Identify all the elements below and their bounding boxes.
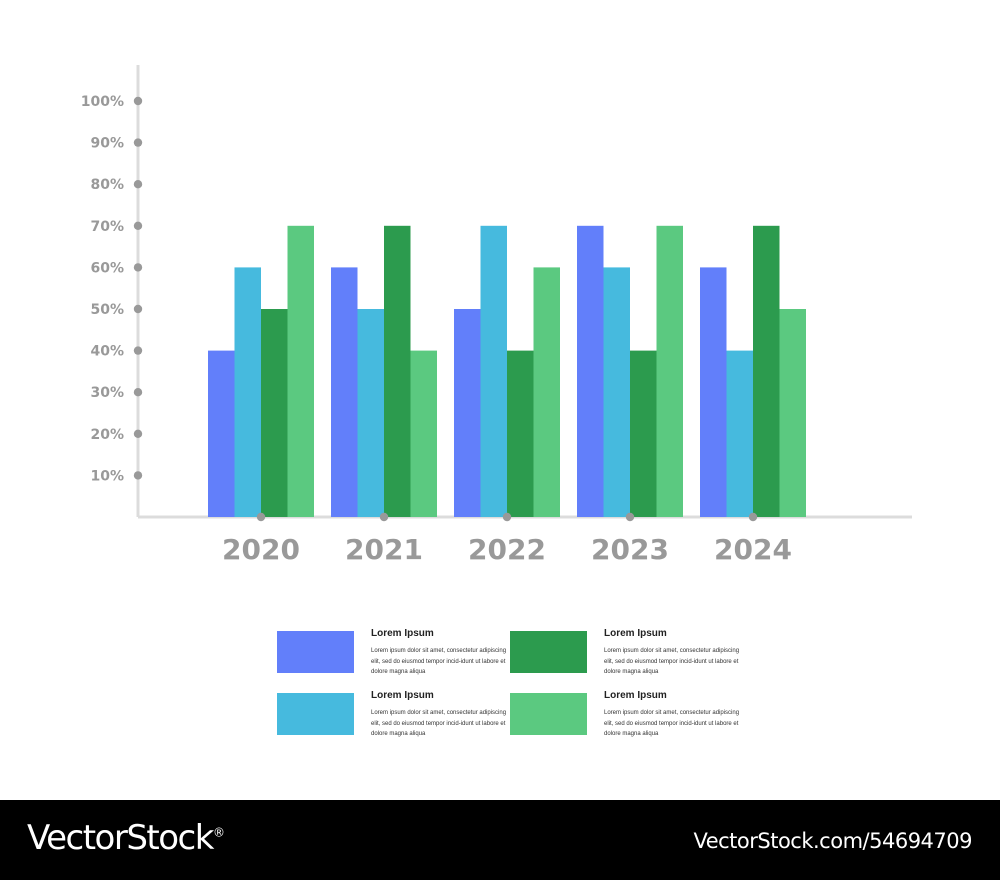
y-tick-label: 10% xyxy=(90,468,124,484)
legend-item: Lorem Ipsum Lorem ipsum dolor sit amet, … xyxy=(277,628,511,675)
bar-chart: 10% 20% 30% 40% 50% 60% 70% 80% 90% 100% 2020 2021… xyxy=(81,65,912,566)
y-tick-dot xyxy=(133,429,143,438)
y-tick-dot xyxy=(133,304,143,314)
bar-2020-series-1 xyxy=(208,350,235,517)
y-tick-label: 60% xyxy=(90,260,124,276)
y-tick-label: 20% xyxy=(90,427,124,443)
bar-2023-series-2 xyxy=(603,267,630,517)
legend-title: Lorem Ipsum xyxy=(371,690,434,701)
y-ticks-group: 10% 20% 30% 40% 50% 60% 70% 80% 90% 100% xyxy=(81,94,143,484)
legend-description: Lorem ipsum dolor sit amet, consectetur … xyxy=(371,710,507,737)
brand-logo: VectorStock® xyxy=(27,818,225,858)
y-tick-dot xyxy=(133,138,143,147)
y-tick-label: 40% xyxy=(90,344,124,360)
legend-title: Lorem Ipsum xyxy=(604,690,667,701)
legend-item: Lorem Ipsum Lorem ipsum dolor sit amet, … xyxy=(510,628,744,675)
x-tick-dot xyxy=(256,512,266,522)
y-tick-dot xyxy=(133,221,143,230)
bar-2020-series-2 xyxy=(234,267,261,517)
brand-name: VectorStock xyxy=(27,818,214,858)
bar-2022-series-3 xyxy=(507,350,534,517)
legend-title: Lorem Ipsum xyxy=(604,628,667,639)
legend-description: Lorem ipsum dolor sit amet, consectetur … xyxy=(604,648,740,675)
bar-2021-series-1 xyxy=(331,267,358,517)
bars-group xyxy=(208,225,806,518)
y-tick-label: 80% xyxy=(90,177,124,193)
bar-2023-series-3 xyxy=(630,350,657,517)
legend-item: Lorem Ipsum Lorem ipsum dolor sit amet, … xyxy=(510,690,744,737)
y-tick-dot xyxy=(133,388,143,397)
legend-swatch xyxy=(510,693,587,735)
y-tick-label: 30% xyxy=(90,385,124,401)
bar-2022-series-1 xyxy=(454,309,481,517)
bar-2021-series-3 xyxy=(384,225,411,518)
legend-swatch xyxy=(277,631,354,673)
y-tick-dot xyxy=(133,180,143,189)
brand-registered-mark: ® xyxy=(212,825,225,840)
y-tick-label: 70% xyxy=(90,219,124,235)
x-tick-dot xyxy=(379,512,389,522)
x-tick-label: 2022 xyxy=(468,533,546,566)
image-id: VectorStock.com/54694709 xyxy=(693,829,972,853)
bar-2022-series-2 xyxy=(480,225,507,518)
bar-2021-series-4 xyxy=(410,350,437,517)
legend-item: Lorem Ipsum Lorem ipsum dolor sit amet, … xyxy=(277,690,511,737)
y-tick-dot xyxy=(133,471,143,480)
legend-swatch xyxy=(510,631,587,673)
y-tick-label: 100% xyxy=(81,94,124,110)
bar-2022-series-4 xyxy=(533,267,560,517)
legend-description: Lorem ipsum dolor sit amet, consectetur … xyxy=(604,710,740,737)
legend-swatch xyxy=(277,693,354,735)
bar-2023-series-1 xyxy=(577,225,604,518)
x-tick-label: 2021 xyxy=(345,533,423,566)
x-tick-dot xyxy=(748,512,758,522)
bar-2020-series-3 xyxy=(261,309,288,517)
bar-2024-series-4 xyxy=(779,309,806,517)
y-tick-label: 50% xyxy=(90,302,124,318)
x-tick-dot xyxy=(502,512,512,522)
y-tick-dot xyxy=(133,96,143,106)
x-tick-label: 2024 xyxy=(714,533,792,566)
y-tick-dot xyxy=(133,346,143,355)
legend-title: Lorem Ipsum xyxy=(371,628,434,639)
watermark-footer: VectorStock® VectorStock.com/54694709 xyxy=(0,800,1000,880)
bar-2021-series-2 xyxy=(357,309,384,517)
legend-description: Lorem ipsum dolor sit amet, consectetur … xyxy=(371,648,507,675)
x-tick-dot xyxy=(625,512,635,522)
x-tick-label: 2020 xyxy=(222,533,300,566)
x-tick-label: 2023 xyxy=(591,533,669,566)
legend: Lorem Ipsum Lorem ipsum dolor sit amet, … xyxy=(277,628,757,740)
bar-2024-series-2 xyxy=(726,350,753,517)
bar-2024-series-3 xyxy=(753,225,780,518)
y-tick-label: 90% xyxy=(90,136,124,152)
bar-2024-series-1 xyxy=(700,267,727,517)
bar-2020-series-4 xyxy=(287,225,314,518)
x-ticks-group: 2020 2021 2022 2023 2024 xyxy=(222,512,792,566)
y-tick-dot xyxy=(133,263,143,272)
bar-2023-series-4 xyxy=(656,225,683,518)
